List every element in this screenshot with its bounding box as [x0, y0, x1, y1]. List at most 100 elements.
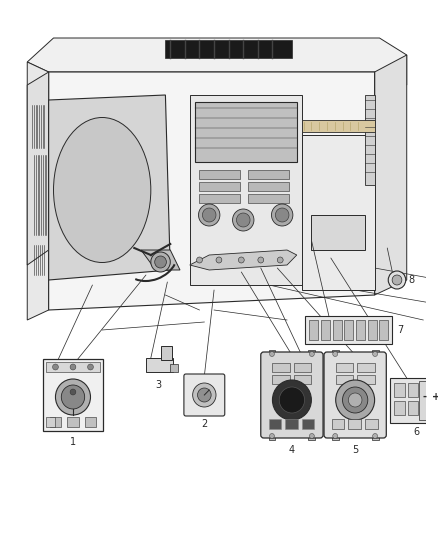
Circle shape [197, 257, 202, 263]
Bar [248, 182, 289, 191]
Circle shape [333, 351, 338, 357]
Text: 2: 2 [201, 419, 208, 429]
Polygon shape [141, 250, 180, 270]
Bar [302, 419, 314, 429]
Bar [85, 417, 96, 427]
Bar [332, 432, 339, 440]
Circle shape [269, 351, 274, 357]
Circle shape [343, 387, 368, 413]
Bar [379, 320, 388, 340]
Bar [321, 320, 330, 340]
Circle shape [155, 256, 166, 268]
Bar [190, 95, 302, 285]
Circle shape [151, 252, 170, 272]
Bar [248, 170, 289, 179]
Bar [308, 432, 315, 440]
Bar [394, 401, 405, 415]
Bar [268, 419, 281, 429]
Polygon shape [27, 38, 407, 85]
Circle shape [198, 388, 211, 402]
Polygon shape [27, 72, 49, 265]
Polygon shape [27, 62, 49, 320]
Circle shape [198, 204, 220, 226]
Text: 6: 6 [413, 427, 420, 437]
Bar [394, 383, 405, 397]
Bar [268, 350, 276, 358]
Circle shape [373, 433, 378, 439]
Circle shape [309, 433, 314, 439]
Bar [408, 401, 418, 415]
Bar [194, 102, 297, 162]
Bar [146, 358, 173, 372]
Circle shape [216, 257, 222, 263]
Bar [302, 135, 374, 290]
Bar [199, 194, 240, 203]
Circle shape [56, 379, 91, 415]
Text: 7: 7 [397, 325, 403, 335]
Bar [368, 320, 377, 340]
Circle shape [373, 351, 378, 357]
Bar [268, 432, 276, 440]
Bar [294, 375, 311, 384]
Circle shape [279, 387, 304, 413]
Circle shape [269, 433, 274, 439]
FancyBboxPatch shape [184, 374, 225, 416]
Bar [248, 194, 289, 203]
Bar [161, 346, 172, 360]
Circle shape [272, 204, 293, 226]
Bar [308, 350, 315, 358]
Text: 4: 4 [289, 445, 295, 455]
Bar [46, 362, 100, 372]
Bar [332, 350, 339, 358]
Bar [372, 432, 378, 440]
Bar [390, 378, 438, 423]
Circle shape [277, 257, 283, 263]
Bar [294, 363, 311, 372]
Bar [311, 215, 365, 250]
Circle shape [237, 213, 250, 227]
Circle shape [53, 364, 58, 370]
Circle shape [388, 271, 406, 289]
Circle shape [88, 364, 93, 370]
Text: 1: 1 [70, 437, 76, 447]
Circle shape [70, 364, 76, 370]
Bar [285, 419, 298, 429]
Bar [166, 40, 292, 58]
Bar [170, 364, 178, 372]
Bar [365, 419, 378, 429]
Bar [348, 419, 361, 429]
Bar [357, 375, 374, 384]
Bar [365, 95, 374, 185]
Circle shape [238, 257, 244, 263]
Bar [49, 417, 61, 427]
Ellipse shape [53, 117, 151, 262]
Text: 8: 8 [409, 275, 415, 285]
Polygon shape [190, 250, 297, 270]
Bar [344, 320, 353, 340]
Bar [302, 120, 374, 132]
Circle shape [309, 351, 314, 357]
Polygon shape [374, 55, 407, 295]
FancyBboxPatch shape [261, 352, 323, 438]
Polygon shape [49, 72, 374, 310]
Circle shape [276, 208, 289, 222]
Bar [419, 381, 438, 420]
Text: 3: 3 [155, 380, 162, 390]
Bar [357, 363, 374, 372]
Bar [304, 316, 392, 344]
Circle shape [392, 275, 402, 285]
Text: +: + [432, 392, 438, 402]
Bar [336, 375, 353, 384]
Bar [46, 417, 56, 427]
Bar [408, 383, 418, 397]
Polygon shape [49, 95, 170, 280]
Bar [43, 359, 103, 431]
Circle shape [333, 433, 338, 439]
Bar [372, 350, 378, 358]
Circle shape [348, 393, 362, 407]
Circle shape [272, 380, 311, 420]
Bar [309, 320, 318, 340]
Bar [199, 182, 240, 191]
Circle shape [336, 380, 374, 420]
Bar [336, 363, 353, 372]
